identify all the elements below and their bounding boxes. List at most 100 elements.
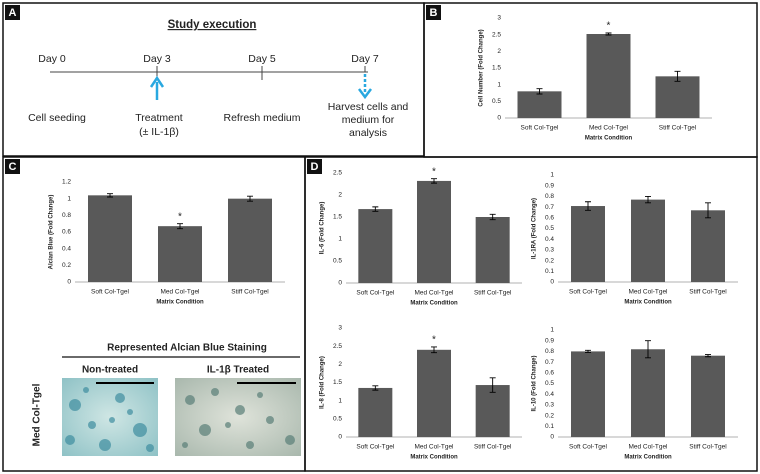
x-axis-title: Matrix Condition <box>156 300 204 306</box>
x-tick-label: Soft Col-Tgel <box>569 289 607 296</box>
staining-row-label: Med Col-Tgel <box>32 383 43 446</box>
panel-label: B <box>430 7 438 19</box>
y-tick-label: 0.1 <box>545 423 554 430</box>
x-tick-label: Soft Col-Tgel <box>356 290 394 297</box>
bar <box>358 209 393 283</box>
error-bar <box>431 346 437 354</box>
panel-frame <box>304 156 758 472</box>
bar <box>571 206 605 282</box>
x-tick-label: Med Col-Tgel <box>414 444 454 451</box>
y-tick-label: 2.5 <box>333 170 342 177</box>
micrograph <box>62 378 158 456</box>
error-bar <box>177 223 183 230</box>
panel-label: A <box>9 7 17 19</box>
y-tick-label: 0.3 <box>545 247 554 254</box>
event-label: analysis <box>349 127 387 139</box>
error-bar <box>372 206 379 212</box>
y-tick-label: 2 <box>338 192 342 199</box>
error-bar <box>705 202 711 219</box>
x-tick-label: Stiff Col-Tgel <box>474 290 512 297</box>
bar <box>631 199 665 282</box>
bar <box>358 387 393 437</box>
significance-marker: * <box>432 166 436 177</box>
error-bar <box>489 213 496 221</box>
y-tick-label: 1 <box>67 195 71 202</box>
treatment-arrowhead <box>149 75 165 88</box>
y-tick-label: 1.2 <box>62 179 71 186</box>
event-label: (± IL-1β) <box>139 126 179 138</box>
y-tick-label: 3 <box>497 15 501 22</box>
y-tick-label: 0.5 <box>333 258 342 265</box>
event-label: Treatment <box>135 112 183 124</box>
bar <box>417 180 451 283</box>
bar <box>88 195 132 282</box>
y-tick-label: 0.5 <box>545 380 554 387</box>
y-tick-label: 1 <box>338 236 342 243</box>
x-tick-label: Med Col-Tgel <box>589 125 629 132</box>
y-tick-label: 0.3 <box>545 402 554 409</box>
bar <box>475 217 510 283</box>
bar <box>631 349 665 437</box>
bar <box>228 198 272 282</box>
event-label: medium for <box>342 114 395 126</box>
y-axis-title: IL-10 (Fold Change) <box>532 356 538 412</box>
x-tick-label: Stiff Col-Tgel <box>659 125 697 132</box>
timeline-title: Study execution <box>168 19 257 31</box>
y-tick-label: 0 <box>338 434 342 441</box>
error-bar <box>107 193 113 198</box>
y-tick-label: 1.5 <box>492 65 501 72</box>
bar <box>691 355 725 437</box>
panel-label-box <box>307 159 322 174</box>
error-bar <box>585 349 591 353</box>
significance-marker: * <box>607 21 611 32</box>
error-bar <box>674 70 681 82</box>
y-tick-label: 2.5 <box>492 31 501 38</box>
x-tick-label: Med Col-Tgel <box>160 289 200 296</box>
staining-column: Non-treated <box>82 365 138 376</box>
x-tick-label: Med Col-Tgel <box>414 290 454 297</box>
y-tick-label: 1 <box>550 327 554 334</box>
bar <box>655 76 700 118</box>
day-label: Day 5 <box>248 53 276 65</box>
significance-marker: * <box>432 335 436 346</box>
error-bar <box>536 88 543 95</box>
error-bar <box>585 201 591 211</box>
x-axis-title: Matrix Condition <box>585 136 633 142</box>
y-tick-label: 0 <box>550 279 554 286</box>
y-tick-label: 1 <box>550 172 554 179</box>
day-label: Day 0 <box>38 53 66 65</box>
panel-label: C <box>9 161 17 173</box>
y-tick-label: 0.8 <box>62 212 71 219</box>
day-label: Day 7 <box>351 53 379 65</box>
y-axis-title: Alcian Blue (Fold Change) <box>49 195 55 270</box>
y-tick-label: 1 <box>338 397 342 404</box>
error-bar <box>247 195 253 202</box>
x-tick-label: Stiff Col-Tgel <box>689 444 727 451</box>
y-tick-label: 0.5 <box>333 416 342 423</box>
y-tick-label: 0.6 <box>545 215 554 222</box>
y-tick-label: 0.1 <box>545 268 554 275</box>
y-tick-label: 0.5 <box>545 225 554 232</box>
x-tick-label: Stiff Col-Tgel <box>231 289 269 296</box>
y-tick-label: 0.8 <box>545 193 554 200</box>
x-tick-label: Med Col-Tgel <box>628 289 668 296</box>
panel-label-box <box>5 5 20 20</box>
x-tick-label: Soft Col-Tgel <box>91 289 129 296</box>
y-tick-label: 0.4 <box>545 391 554 398</box>
bar <box>158 226 202 282</box>
micrograph <box>175 378 301 456</box>
y-tick-label: 0.7 <box>545 359 554 366</box>
y-axis-title: IL-8 (Fold Change) <box>320 356 326 409</box>
y-tick-label: 3 <box>338 325 342 332</box>
y-tick-label: 0.4 <box>62 245 71 252</box>
x-tick-label: Soft Col-Tgel <box>356 444 394 451</box>
bar <box>475 385 510 437</box>
y-tick-label: 0.8 <box>545 348 554 355</box>
y-tick-label: 0 <box>67 279 71 286</box>
panel-label-box <box>5 159 20 174</box>
error-bar <box>372 385 379 391</box>
y-axis-title: IL-6 (Fold Change) <box>320 202 326 255</box>
y-tick-label: 0 <box>338 280 342 287</box>
error-bar <box>645 195 651 204</box>
